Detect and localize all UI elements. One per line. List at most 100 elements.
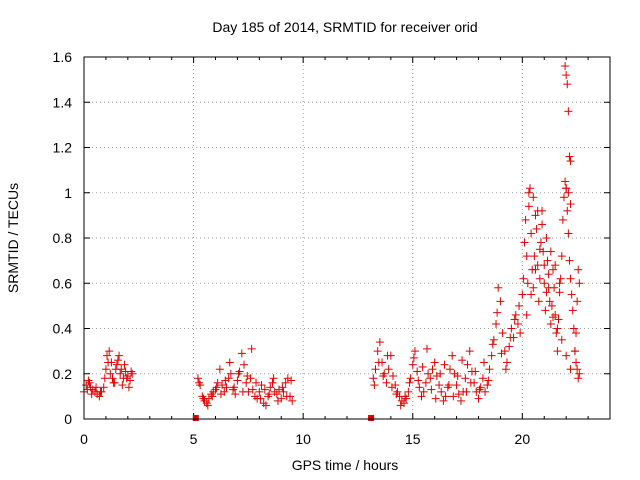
y-tick-label: 0.2 (53, 366, 73, 382)
data-point (437, 387, 446, 396)
data-point (563, 206, 572, 215)
data-point (100, 374, 109, 383)
data-point (409, 353, 418, 362)
data-point (207, 390, 216, 399)
data-point (393, 387, 402, 396)
data-point (535, 274, 544, 283)
data-point (562, 71, 571, 80)
data-point (233, 376, 242, 385)
y-tick-label: 1.4 (53, 94, 73, 110)
data-point (247, 344, 256, 353)
zero-marker (192, 415, 199, 421)
data-point (198, 392, 207, 401)
data-point (575, 279, 584, 288)
data-point (221, 376, 230, 385)
data-point (474, 394, 483, 403)
data-point (115, 351, 124, 360)
data-point (116, 369, 125, 378)
data-point (103, 351, 112, 360)
data-point (199, 394, 208, 403)
data-point (252, 378, 261, 387)
data-point (522, 310, 531, 319)
data-point (118, 381, 127, 390)
data-point (558, 215, 567, 224)
data-point (431, 394, 440, 403)
data-point (402, 394, 411, 403)
data-point (557, 252, 566, 261)
data-point (261, 401, 270, 410)
data-point (288, 396, 297, 405)
data-point (564, 107, 573, 116)
data-point (505, 342, 514, 351)
data-point (266, 383, 275, 392)
data-point (531, 265, 540, 274)
data-point (225, 358, 234, 367)
data-point (379, 372, 388, 381)
data-point (231, 390, 240, 399)
data-point (557, 335, 566, 344)
data-point (282, 392, 291, 401)
data-point (496, 297, 505, 306)
data-point (441, 392, 450, 401)
data-point (519, 274, 528, 283)
data-point (527, 290, 536, 299)
data-point (565, 152, 574, 161)
data-point (108, 374, 117, 383)
data-point (417, 392, 426, 401)
data-point (270, 387, 279, 396)
data-point (250, 392, 259, 401)
data-point (410, 347, 419, 356)
data-point (404, 387, 413, 396)
data-point (462, 387, 471, 396)
data-point (478, 374, 487, 383)
data-point (481, 387, 490, 396)
data-point (248, 385, 257, 394)
data-point (428, 365, 437, 374)
data-point (516, 329, 525, 338)
y-tick-label: 0.4 (53, 321, 73, 337)
data-point (427, 385, 436, 394)
chart-title: Day 185 of 2014, SRMTID for receiver ori… (212, 19, 477, 35)
data-point (563, 80, 572, 89)
data-point (454, 390, 463, 399)
data-point (256, 394, 265, 403)
data-point (255, 387, 264, 396)
y-tick-label: 1.6 (53, 49, 73, 65)
data-point (287, 376, 296, 385)
y-tick-label: 1.2 (53, 140, 73, 156)
data-point (419, 387, 428, 396)
zero-marker (368, 415, 375, 421)
data-point (234, 369, 243, 378)
x-tick-label: 20 (515, 431, 531, 447)
data-point (218, 381, 227, 390)
data-point (556, 274, 565, 283)
data-point (216, 390, 225, 399)
data-point (406, 374, 415, 383)
data-point (553, 347, 562, 356)
data-point (413, 367, 422, 376)
data-point (575, 369, 584, 378)
data-point (561, 62, 570, 71)
data-point (435, 381, 444, 390)
data-point (536, 238, 545, 247)
data-point (544, 283, 553, 292)
y-tick-label: 1 (64, 185, 72, 201)
data-point (475, 385, 484, 394)
data-point (414, 376, 423, 385)
data-point (448, 351, 457, 360)
data-point (113, 356, 122, 365)
plot-frame (83, 56, 611, 420)
data-point (521, 215, 530, 224)
data-point (230, 383, 239, 392)
data-point (124, 383, 133, 392)
data-point (518, 290, 527, 299)
grid (84, 57, 610, 419)
data-point (555, 288, 564, 297)
data-point (196, 381, 205, 390)
data-point (106, 369, 115, 378)
data-point (574, 265, 583, 274)
data-point (566, 200, 575, 209)
data-point (515, 301, 524, 310)
data-point (568, 306, 577, 315)
